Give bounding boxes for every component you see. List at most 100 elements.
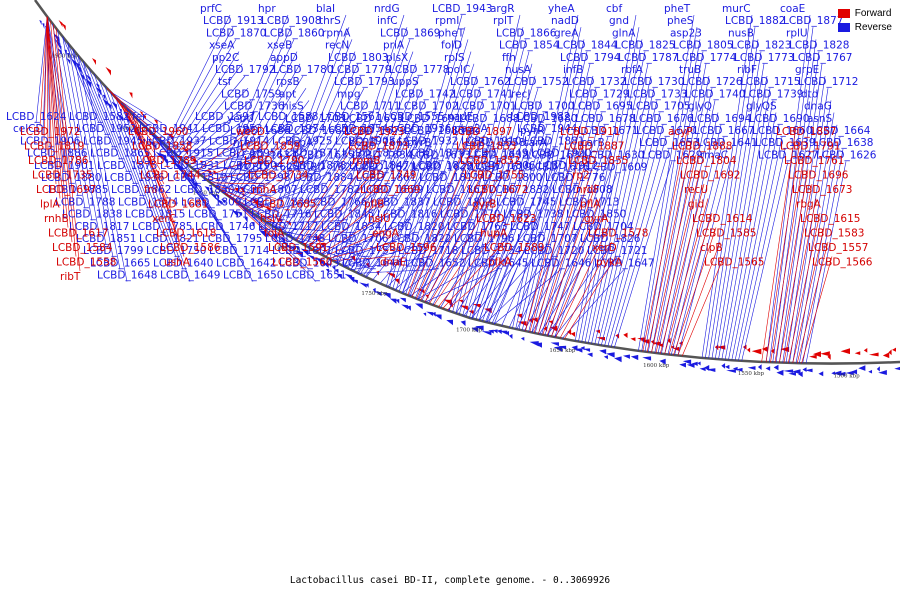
reverse-gene-label: LCBD_1783 (244, 196, 304, 208)
reverse-gene-arrow (520, 337, 525, 341)
leader-line (389, 27, 466, 288)
reverse-gene-arrow (659, 358, 666, 365)
reverse-gene-label: tsf (218, 76, 232, 88)
forward-gene-label: LCBD_1591 (268, 242, 328, 254)
reverse-gene-label: LCBD_1837 (370, 196, 430, 208)
leader-line (728, 112, 777, 361)
leader-line (681, 256, 725, 357)
reverse-gene-arrow (300, 248, 309, 256)
leader-line (209, 181, 282, 221)
reverse-gene-arrow (686, 363, 695, 368)
leader-line (46, 16, 72, 185)
reverse-gene-label: LCBD_1910 (461, 135, 521, 147)
leader-line (488, 161, 557, 323)
reverse-gene-label: murC (722, 3, 751, 15)
reverse-gene-label: pheT (438, 27, 465, 39)
forward-gene-label: LCBD_1557 (808, 242, 868, 254)
reverse-gene-label: LCBD_1686 (230, 125, 291, 137)
leader-line (77, 55, 121, 160)
leader-line (196, 125, 257, 172)
leader-line (428, 173, 502, 304)
leader-line (115, 97, 170, 136)
reverse-gene-label: hpr (258, 3, 276, 15)
reverse-gene-arrow (401, 304, 409, 310)
reverse-gene-label: appD (270, 52, 298, 64)
reverse-gene-label: LCBD_1748 (265, 233, 325, 245)
reverse-gene-arrow (237, 211, 243, 217)
reverse-gene-label: LCBD_1732 (566, 76, 626, 88)
forward-gene-label: LCBD_1972 (20, 126, 80, 138)
leader-line (50, 20, 73, 243)
forward-gene-label: LCBD_1960 (128, 126, 188, 138)
leader-line (493, 159, 562, 325)
reverse-gene-label: LCBD_1678 (575, 113, 635, 125)
leader-line (365, 171, 443, 277)
leader-line (796, 241, 829, 364)
leader-line (792, 112, 835, 364)
leader-line (478, 244, 548, 321)
leader-line (405, 88, 481, 295)
reverse-gene-label: LCBD_1766 (307, 196, 368, 208)
leader-line (359, 149, 438, 275)
reverse-gene-label: LCBD_1773 (734, 52, 794, 64)
leader-line (448, 14, 521, 312)
tick-label: 1850 kbp (193, 190, 220, 196)
forward-gene-label: LCBD_1697 (36, 184, 96, 196)
forward-gene-arrow (892, 347, 897, 352)
reverse-gene-label: LCBD_1854 (499, 40, 560, 52)
reverse-gene-arrow (850, 369, 858, 375)
forward-gene-label: LCBD_1859 (240, 141, 300, 153)
leader-line (638, 14, 695, 351)
reverse-gene-label: LCBD_1645 (468, 257, 528, 269)
reverse-gene-arrow (365, 283, 369, 288)
leader-line (651, 63, 707, 353)
forward-gene-label: acyP (668, 126, 693, 138)
leader-line (525, 63, 591, 332)
reverse-gene-label: LCBD_1555 (384, 111, 444, 123)
forward-gene-label: LCBD_1617 (48, 228, 108, 240)
reverse-gene-arrow (102, 94, 106, 101)
leader-line (328, 241, 397, 259)
forward-gene-arrow (190, 156, 197, 164)
leader-line (420, 169, 485, 301)
leader-line (659, 183, 705, 354)
legend: Forward Reverse (837, 6, 892, 34)
reverse-gene-label: pheT (664, 3, 691, 15)
reverse-gene-label: nth (233, 137, 250, 149)
leader-line (455, 39, 527, 314)
leader-line (402, 232, 478, 294)
leader-line (115, 97, 170, 246)
reverse-gene-arrow (423, 312, 427, 317)
tick-label: 1500 kbp (834, 374, 861, 380)
reverse-gene-arrow (57, 48, 62, 55)
reverse-gene-arrow (258, 229, 266, 238)
forward-gene-label: LCBD_1790 (244, 155, 304, 167)
leader-line (774, 169, 809, 363)
forward-gene-label: LCBD_1681 (148, 199, 208, 211)
leader-line (651, 154, 697, 353)
reverse-gene-arrow (307, 254, 315, 261)
reverse-gene-arrow (679, 362, 686, 368)
reverse-gene-label: LCBD_1937 (146, 135, 206, 147)
leader-line (304, 161, 383, 246)
leader-line (486, 147, 555, 323)
leader-line (597, 100, 658, 345)
reverse-gene-label: LCBD_1721 (587, 245, 647, 257)
reverse-gene-label: rplS (444, 52, 465, 64)
reverse-gene-arrow (747, 366, 756, 370)
reverse-gene-label: LCBD_1648 (97, 270, 157, 282)
reverse-gene-label: nusB (728, 27, 754, 39)
reverse-gene-label: asp23 (670, 27, 702, 39)
leader-line (614, 161, 673, 348)
forward-gene-label: LCBD_1923 (344, 126, 404, 138)
leader-line (584, 51, 646, 343)
forward-gene-arrow (761, 346, 768, 352)
forward-gene-arrow (472, 303, 481, 309)
reverse-gene-arrow (155, 151, 163, 160)
reverse-gene-label: carB (581, 137, 605, 149)
leader-line (161, 122, 226, 143)
reverse-gene-arrow (699, 367, 706, 372)
reverse-gene-arrow (214, 193, 220, 199)
forward-gene-arrow (751, 348, 762, 355)
leader-line (587, 63, 649, 344)
